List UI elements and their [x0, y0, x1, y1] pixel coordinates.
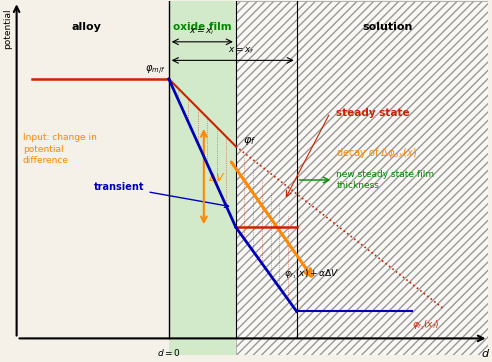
Bar [236, 1, 489, 355]
Text: transient: transient [94, 182, 228, 207]
Text: $x=x_i$: $x=x_i$ [189, 26, 215, 37]
Text: $d$: $d$ [481, 347, 490, 359]
Text: Input: change in
potential
difference: Input: change in potential difference [23, 133, 96, 165]
Text: new steady state film
thickness: new steady state film thickness [336, 170, 434, 190]
Text: $x=x_f$: $x=x_f$ [228, 46, 255, 56]
Text: $\varphi_f$: $\varphi_f$ [244, 135, 256, 147]
Text: decay of $\Delta\varphi_{ox}(x)$: decay of $\Delta\varphi_{ox}(x)$ [336, 146, 417, 160]
Bar [236, 1, 489, 355]
Text: $\varphi_{m/f}$: $\varphi_{m/f}$ [145, 64, 166, 77]
Text: alloy: alloy [72, 22, 101, 31]
Text: potential: potential [3, 8, 12, 49]
Bar [169, 1, 236, 355]
Text: $\varphi_{f_2}(x_f)$: $\varphi_{f_2}(x_f)$ [412, 318, 440, 332]
Text: oxide film: oxide film [173, 22, 232, 31]
Text: $\Delta V$: $\Delta V$ [209, 171, 226, 183]
Text: steady state: steady state [336, 108, 410, 118]
Text: solution: solution [363, 22, 413, 31]
Text: $\varphi_{f_1}(x)+\alpha\Delta V$: $\varphi_{f_1}(x)+\alpha\Delta V$ [284, 268, 340, 281]
Text: $d=0$: $d=0$ [157, 347, 181, 358]
